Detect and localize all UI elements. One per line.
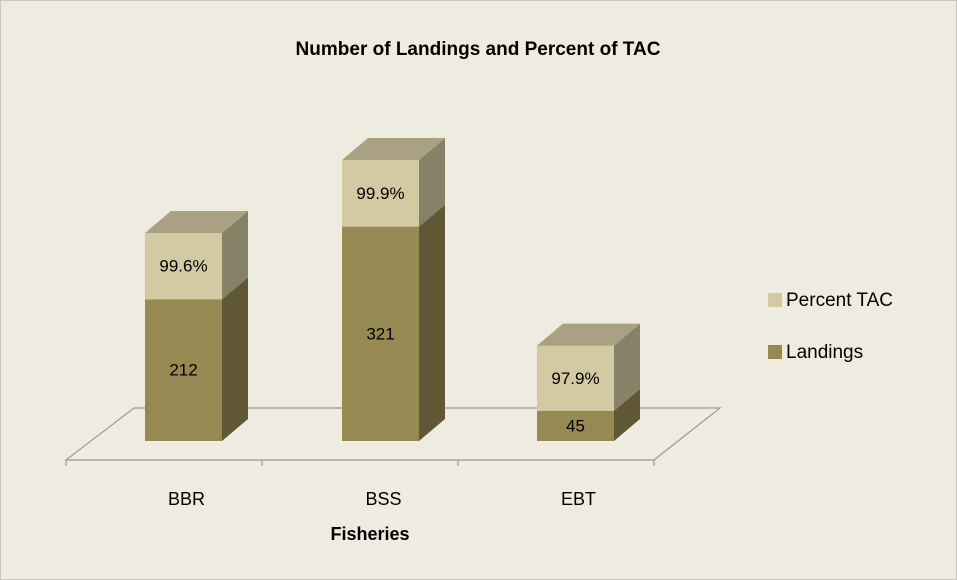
chart-title: Number of Landings and Percent of TAC: [296, 39, 661, 60]
bar-front: [342, 226, 419, 441]
legend-label: Percent TAC: [786, 290, 893, 311]
bar-side: [419, 204, 445, 441]
bar-side: [614, 323, 640, 411]
bar-front: [537, 410, 614, 441]
bar-segment: [537, 323, 640, 411]
bar-segment: [342, 204, 445, 441]
x-tick-label: BSS: [365, 489, 401, 509]
bar-front: [342, 160, 419, 227]
bar-top: [537, 323, 640, 346]
bar-side: [614, 388, 640, 441]
bar-segment: [342, 138, 445, 227]
x-axis-title: Fisheries: [330, 524, 409, 544]
data-label: 99.6%: [159, 257, 207, 276]
bar-segment: [145, 277, 248, 441]
legend-swatch: [768, 293, 782, 307]
legend-swatch: [768, 345, 782, 359]
data-label: 45: [566, 416, 585, 435]
data-label: 212: [169, 361, 197, 380]
bar-side: [222, 210, 248, 300]
x-axis-ticks: [65, 460, 655, 466]
data-label: 97.9%: [551, 369, 599, 388]
bar-top: [342, 138, 445, 160]
data-label: 321: [366, 324, 394, 343]
bar-front: [145, 299, 222, 441]
bar-side: [222, 277, 248, 441]
bar-front: [145, 232, 222, 300]
x-tick-label: BBR: [168, 489, 205, 509]
bar-top: [145, 210, 248, 233]
data-label: 99.9%: [356, 184, 404, 203]
x-tick-label: EBT: [561, 489, 596, 509]
bar-front: [537, 345, 614, 411]
legend-label: Landings: [786, 342, 863, 363]
bar-segment: [145, 210, 248, 300]
bar-side: [419, 138, 445, 227]
